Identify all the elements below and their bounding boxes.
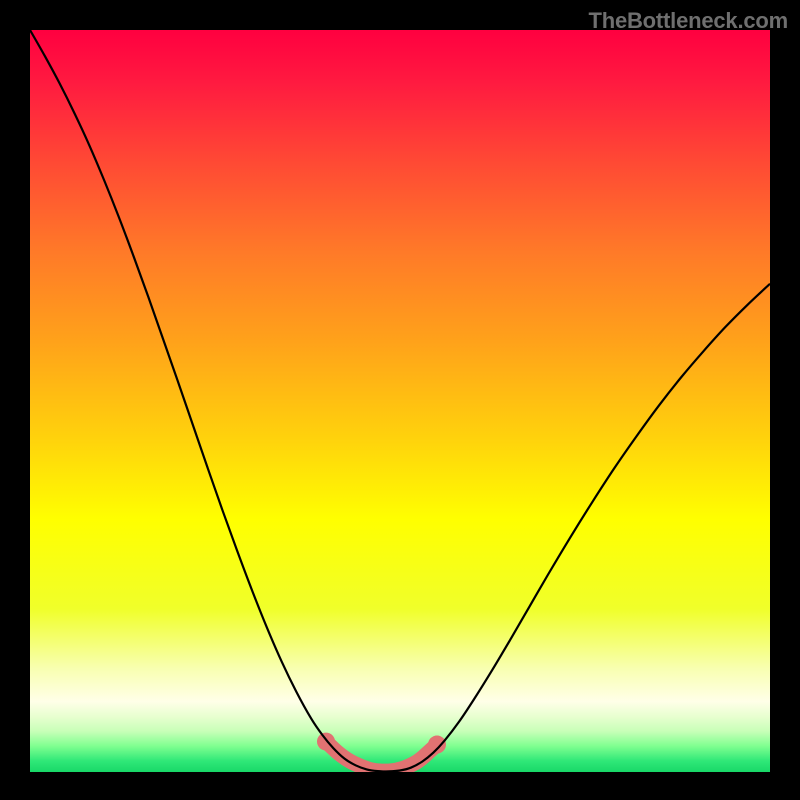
highlight-endpoint-right [428,736,446,754]
gradient-background [30,30,770,772]
bottleneck-chart [30,30,770,772]
watermark-text: TheBottleneck.com [588,8,788,34]
chart-frame: TheBottleneck.com [0,0,800,800]
